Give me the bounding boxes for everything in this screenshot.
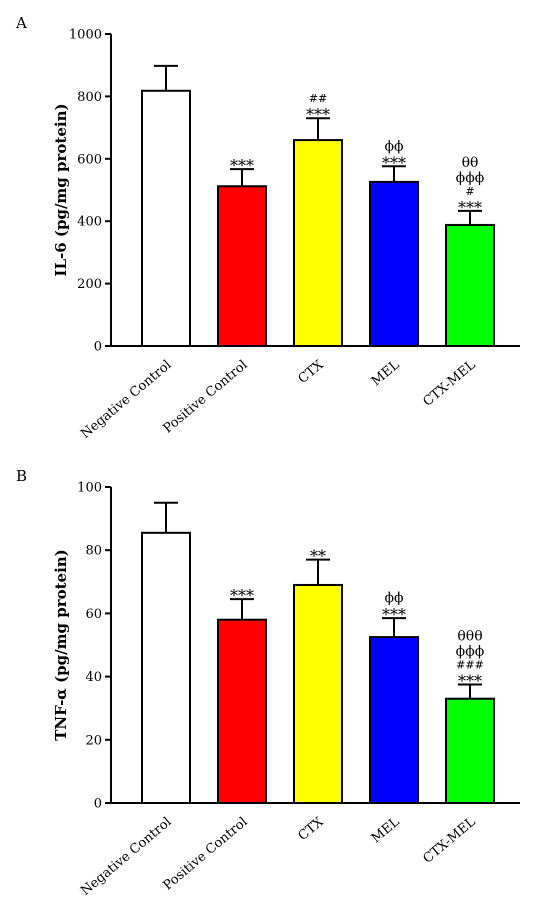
significance-mark: ϕϕϕ: [456, 644, 485, 660]
significance-mark: ###: [456, 659, 484, 672]
significance-mark: ##: [309, 92, 327, 105]
significance-mark: ϕϕϕ: [456, 170, 485, 186]
significance-mark: ϕϕ: [384, 590, 403, 606]
significance-mark: θθ: [462, 155, 479, 171]
significance-mark: ***: [458, 672, 482, 691]
y-axis-label: IL-6 (pg/mg protein): [52, 103, 70, 276]
x-tick-label: Negative Control: [78, 815, 174, 899]
x-tick-label: MEL: [369, 357, 403, 389]
y-tick-label: 400: [77, 215, 102, 230]
y-tick-label: 200: [77, 277, 102, 292]
x-tick-label: CTX: [296, 357, 328, 387]
significance-mark: ***: [382, 153, 406, 172]
bar-mel: [369, 636, 419, 804]
bar-positive-control: [217, 185, 267, 347]
significance-mark: ***: [382, 605, 406, 624]
significance-mark: ***: [306, 105, 330, 124]
bar-positive-control: [217, 618, 267, 804]
bar-ctx-mel: [445, 223, 495, 347]
bar-mel: [369, 180, 419, 347]
x-tick-label: CTX-MEL: [420, 814, 478, 866]
x-tick-label: CTX: [296, 814, 328, 844]
panel-label: A: [15, 14, 27, 32]
chart-panel-a: A 0 200 400 600 800 1000 IL-6 (pg/mg protein) Ne…: [15, 14, 520, 442]
y-tick-label: 60: [85, 607, 102, 622]
significance-mark: ***: [230, 586, 254, 605]
y-tick-label: 1000: [69, 28, 102, 43]
y-axis-label: TNF-α (pg/mg protein): [52, 549, 70, 741]
panel-label: B: [16, 467, 27, 485]
y-tick-label: 800: [77, 90, 102, 105]
bar-negative-control: [141, 531, 191, 804]
significance-mark: ***: [458, 198, 482, 217]
x-tick-label: MEL: [369, 814, 403, 846]
y-tick-label: 100: [77, 481, 102, 496]
significance-mark: **: [310, 547, 326, 566]
y-tick-label: 0: [94, 340, 102, 355]
bar-ctx-mel: [445, 697, 495, 804]
bar-ctx: [293, 139, 343, 347]
y-tick-label: 80: [85, 544, 102, 559]
significance-mark: ***: [230, 156, 254, 175]
significance-mark: θθθ: [457, 629, 482, 645]
bar-ctx: [293, 583, 343, 805]
y-tick-label: 0: [94, 797, 102, 812]
significance-mark: #: [465, 185, 474, 198]
chart-panel-b: B 0 20 40 60 80 100 TNF-α (pg/mg protein) Negati…: [16, 467, 520, 899]
bar-negative-control: [141, 89, 191, 347]
y-tick-label: 600: [77, 152, 102, 167]
y-tick-label: 40: [85, 670, 102, 685]
y-tick-label: 20: [85, 733, 102, 748]
significance-mark: ϕϕ: [384, 138, 403, 154]
x-tick-label: Negative Control: [78, 358, 174, 442]
x-tick-label: CTX-MEL: [420, 357, 478, 409]
